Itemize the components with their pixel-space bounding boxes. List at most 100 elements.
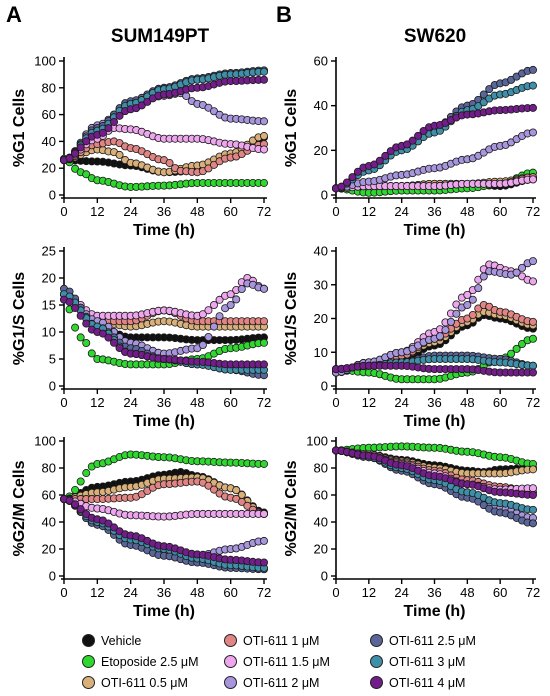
x-tick-label: 24 [394,585,408,600]
data-point [110,117,119,126]
series-oti-611-4-m [331,361,538,377]
y-tick-label: 40 [314,515,328,530]
data-point [512,268,521,277]
data-point [82,510,91,519]
data-point [115,150,124,159]
x-tick-label: 0 [60,204,67,219]
x-tick-label: 0 [332,395,339,410]
x-tick-label: 12 [90,585,104,600]
data-point [435,332,444,341]
column-title-sw620: SW620 [403,26,467,47]
data-point [529,81,538,90]
x-tick-label: 72 [526,204,540,219]
data-point [76,143,85,152]
y-tick-label: 100 [34,54,56,69]
data-point [529,361,538,370]
data-point [82,170,91,179]
series-oti-611-4-m [331,446,538,499]
data-point [259,360,268,369]
legend-marker [370,676,383,690]
data-point [529,519,538,528]
x-tick-label: 48 [460,204,474,219]
data-point [110,338,119,347]
x-tick-label: 48 [460,395,474,410]
data-point [104,124,113,133]
y-tick-label: 60 [42,107,56,122]
data-point [71,303,80,312]
data-point [259,178,268,187]
legend-marker [82,655,95,669]
chart-sum-g2m: 0 20 40 60 80 100 0 12 24 36 48 60 72 Time (h) %G2/M C… [11,434,271,621]
y-tick-label: 20 [314,143,328,158]
data-point [165,158,174,167]
y-tick-label: 0 [49,188,56,203]
legend-label: OTI-611 2.5 μM [389,634,476,648]
data-point [110,523,119,532]
data-point [414,131,423,140]
series-vehicle [60,290,268,345]
data-point [71,500,80,509]
x-tick-label: 72 [257,395,271,410]
y-axis-label: %G1 Cells [11,89,28,167]
data-point [529,490,538,499]
data-point [529,465,538,474]
data-point [82,469,91,478]
data-point [98,329,107,338]
data-point [259,145,268,154]
x-tick-label: 72 [257,585,271,600]
x-tick-label: 24 [123,585,137,600]
data-point [232,295,241,304]
data-point [76,477,85,486]
x-tick-label: 48 [460,585,474,600]
data-point [82,338,91,347]
data-point [337,182,346,191]
data-point [237,284,246,293]
data-point [204,332,213,341]
x-tick-label: 36 [157,585,171,600]
data-point [463,300,472,309]
y-tick-label: 5 [49,352,56,367]
data-point [529,277,538,286]
y-axis-label: %G2/M Cells [283,460,300,556]
x-tick-label: 36 [157,204,171,219]
data-point [518,339,527,348]
panel-letter-b: B [276,2,292,27]
data-point [204,306,213,315]
y-tick-label: 100 [306,434,328,449]
data-point [529,103,538,112]
x-axis-label: Time (h) [404,603,466,620]
data-point [204,164,213,173]
data-point [259,317,268,326]
legend-item: Etoposide 2.5 μM [82,653,199,671]
x-tick-label: 72 [257,204,271,219]
data-point [76,311,85,320]
data-point [215,295,224,304]
x-tick-label: 36 [157,395,171,410]
y-tick-label: 10 [42,325,56,340]
data-point [71,149,80,158]
series-oti-611-4-m [60,495,268,567]
data-point [375,156,384,165]
data-point [529,484,538,493]
series-oti-611-1-m [60,137,268,177]
y-tick-label: 60 [314,54,328,69]
series-oti-611-4-m [60,75,268,165]
data-point [441,325,450,334]
data-point [381,151,390,160]
x-tick-label: 24 [123,204,137,219]
series-oti-611-3-m [331,81,538,193]
legend-item: OTI-611 1 μM [224,632,319,650]
data-point [65,154,74,163]
y-tick-label: 20 [42,161,56,176]
y-tick-label: 20 [42,271,56,286]
data-point [529,317,538,326]
data-point [259,117,268,126]
y-axis-label: %G1/S Cells [283,272,300,365]
data-point [209,107,218,116]
data-point [259,284,268,293]
x-tick-label: 60 [223,204,237,219]
data-point [115,343,124,352]
x-tick-label: 24 [394,204,408,219]
x-tick-label: 24 [394,395,408,410]
data-point [209,300,218,309]
